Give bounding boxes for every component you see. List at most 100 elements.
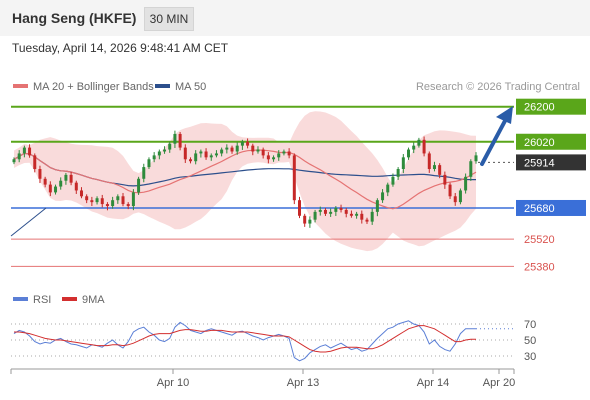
candle-body	[230, 147, 234, 152]
candle-body	[355, 213, 359, 216]
candle-body	[121, 196, 125, 205]
candle	[448, 182, 452, 200]
candle-body	[178, 133, 182, 148]
candle-body	[116, 196, 120, 201]
candle	[318, 206, 322, 216]
candle	[79, 187, 83, 199]
candle-body	[163, 149, 167, 152]
candle-body	[28, 147, 32, 156]
rsi-ma-legend-swatch	[62, 297, 77, 301]
candle	[339, 204, 343, 213]
candle-body	[152, 155, 156, 160]
candle-body	[417, 139, 421, 146]
candle-body	[225, 147, 229, 150]
candle	[214, 150, 218, 158]
candle	[183, 144, 187, 163]
candle-body	[412, 145, 416, 150]
candle	[417, 137, 421, 148]
candle-body	[38, 169, 42, 179]
candle	[209, 153, 213, 161]
candle-body	[100, 198, 104, 205]
rsi-line	[13, 320, 476, 362]
level-labels: 26200 26020 25914 25680 25520 25380	[516, 98, 586, 273]
candle-body	[69, 174, 73, 183]
candle-body	[251, 145, 255, 152]
ma20-line	[13, 149, 477, 210]
candle-body	[59, 180, 63, 187]
candle	[168, 141, 172, 153]
candle	[432, 161, 436, 172]
candle	[17, 150, 21, 163]
candle-body	[453, 196, 457, 203]
candle-body	[199, 151, 203, 154]
candle-body	[407, 149, 411, 158]
candle-body	[458, 190, 462, 203]
rsi-tick-50: 50	[524, 335, 536, 347]
candle-body	[438, 165, 442, 175]
candle	[458, 188, 462, 205]
candle-body	[365, 219, 369, 222]
rsi-ma-line	[14, 325, 476, 353]
candle-body	[391, 176, 395, 185]
candle	[64, 172, 68, 185]
candle-body	[12, 159, 16, 163]
candle-body	[287, 151, 291, 156]
candle	[407, 147, 411, 160]
candle	[308, 216, 312, 228]
candle-body	[344, 209, 348, 214]
candle-body	[329, 211, 333, 214]
candle	[178, 132, 182, 151]
x-tick-label: Apr 10	[157, 377, 189, 389]
candle-body	[298, 200, 302, 216]
candle-body	[173, 133, 177, 144]
candle	[163, 146, 167, 154]
candle-body	[33, 155, 37, 170]
level-label-26020: 26020	[524, 137, 555, 149]
candle	[116, 194, 120, 204]
level-label-25680: 25680	[524, 203, 555, 215]
candle	[230, 145, 234, 154]
current-price-tag	[516, 154, 586, 171]
candle-body	[334, 207, 338, 212]
candle-body	[204, 151, 208, 158]
level-tag-26020	[516, 133, 586, 150]
candle	[256, 146, 260, 154]
candle-body	[443, 174, 447, 185]
candle-body	[74, 182, 78, 191]
candle	[474, 152, 478, 164]
candle-body	[157, 151, 161, 156]
ma50-legend-label: MA 50	[175, 81, 206, 93]
candle-body	[448, 184, 452, 197]
ma20-legend-swatch	[13, 84, 28, 88]
candle	[225, 144, 229, 154]
candle-body	[194, 153, 198, 162]
candle	[142, 163, 146, 183]
rsi-tick-30: 30	[524, 351, 536, 363]
candle	[43, 176, 47, 188]
candle	[266, 152, 270, 164]
candle-body	[308, 219, 312, 224]
ma50-legend-swatch	[155, 84, 170, 88]
candle	[412, 142, 416, 154]
candle	[173, 130, 177, 148]
candle-body	[292, 155, 296, 201]
candle	[147, 157, 151, 170]
bollinger-band-area	[14, 111, 476, 252]
candle	[131, 189, 135, 211]
candle	[220, 147, 224, 157]
x-tick-label: Apr 13	[287, 377, 319, 389]
candle-body	[183, 147, 187, 160]
candle	[396, 167, 400, 180]
timeframe-button[interactable]: 30 MIN	[144, 7, 194, 31]
instrument-title: Hang Seng (HKFE)	[12, 10, 137, 26]
candle	[90, 196, 94, 207]
candle-body	[147, 159, 151, 168]
candle-body	[272, 157, 276, 160]
candle	[251, 143, 255, 156]
candle	[246, 138, 250, 149]
candle	[121, 192, 125, 207]
rsi-lines	[13, 320, 514, 362]
candle	[126, 202, 130, 210]
